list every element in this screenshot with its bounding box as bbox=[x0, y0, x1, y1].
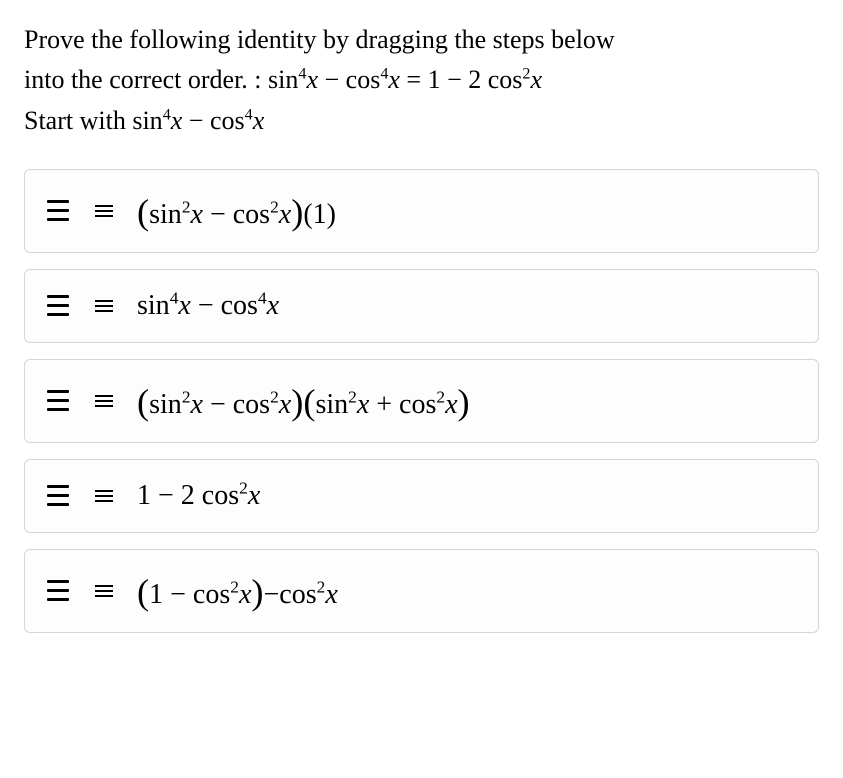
instruction-text-2: into the correct order. : bbox=[24, 65, 268, 94]
step-expression: sin4x − cos4x bbox=[137, 290, 279, 322]
drag-handle-icon[interactable] bbox=[47, 485, 69, 506]
instruction-line-2: into the correct order. : sin4x − cos4x … bbox=[24, 60, 819, 100]
step-content: (sin2x − cos2x)(1) bbox=[95, 190, 336, 232]
start-expression: sin4x − cos4x bbox=[132, 106, 264, 135]
proof-step[interactable]: 1 − 2 cos2x bbox=[24, 459, 819, 533]
step-content: 1 − 2 cos2x bbox=[95, 480, 260, 512]
step-expression: (1 − cos2x)−cos2x bbox=[137, 570, 338, 612]
step-expression: (sin2x − cos2x)(sin2x + cos2x) bbox=[137, 380, 470, 422]
steps-list: (sin2x − cos2x)(1) sin4x − cos4x (sin2x … bbox=[24, 169, 819, 633]
proof-step[interactable]: (sin2x − cos2x)(1) bbox=[24, 169, 819, 253]
drag-handle-icon[interactable] bbox=[47, 580, 69, 601]
identity-expression: sin4x − cos4x = 1 − 2 cos2x bbox=[268, 65, 542, 94]
instructions-block: Prove the following identity by dragging… bbox=[24, 20, 819, 141]
proof-step[interactable]: sin4x − cos4x bbox=[24, 269, 819, 343]
instruction-text-1: Prove the following identity by dragging… bbox=[24, 25, 615, 54]
step-expression: 1 − 2 cos2x bbox=[137, 480, 260, 512]
equiv-icon bbox=[95, 585, 113, 597]
instruction-line-3: Start with sin4x − cos4x bbox=[24, 101, 819, 141]
proof-step[interactable]: (sin2x − cos2x)(sin2x + cos2x) bbox=[24, 359, 819, 443]
instruction-text-3: Start with bbox=[24, 106, 132, 135]
equiv-icon bbox=[95, 395, 113, 407]
equiv-icon bbox=[95, 490, 113, 502]
equiv-icon bbox=[95, 205, 113, 217]
step-content: (1 − cos2x)−cos2x bbox=[95, 570, 338, 612]
step-content: sin4x − cos4x bbox=[95, 290, 279, 322]
drag-handle-icon[interactable] bbox=[47, 390, 69, 411]
equiv-icon bbox=[95, 300, 113, 312]
proof-step[interactable]: (1 − cos2x)−cos2x bbox=[24, 549, 819, 633]
step-expression: (sin2x − cos2x)(1) bbox=[137, 190, 336, 232]
drag-handle-icon[interactable] bbox=[47, 295, 69, 316]
drag-handle-icon[interactable] bbox=[47, 200, 69, 221]
instruction-line-1: Prove the following identity by dragging… bbox=[24, 20, 819, 60]
step-content: (sin2x − cos2x)(sin2x + cos2x) bbox=[95, 380, 470, 422]
